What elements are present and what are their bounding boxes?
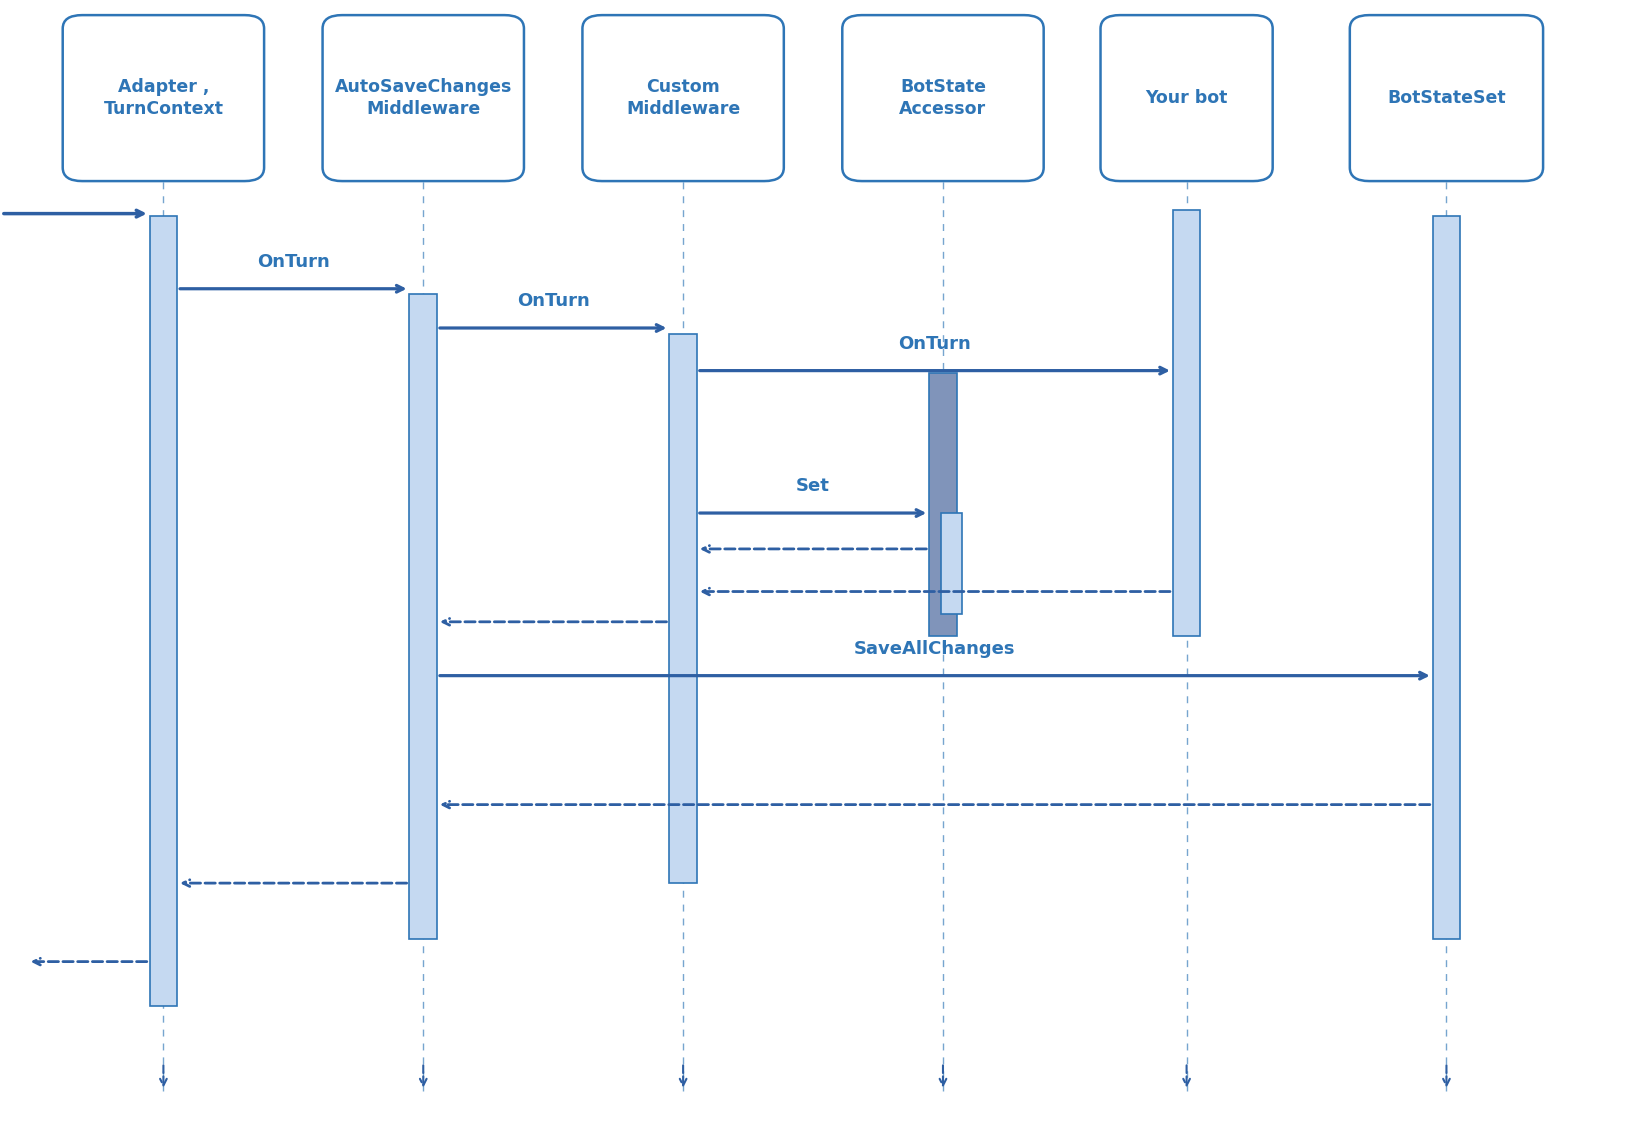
Bar xyxy=(409,294,437,939)
Text: Adapter ,
TurnContext: Adapter , TurnContext xyxy=(103,78,224,118)
Text: Set: Set xyxy=(797,477,829,495)
Bar xyxy=(1173,211,1201,637)
Bar xyxy=(929,373,957,637)
FancyBboxPatch shape xyxy=(1350,15,1543,181)
Text: BotState
Accessor: BotState Accessor xyxy=(900,78,987,118)
FancyBboxPatch shape xyxy=(322,15,524,181)
Bar xyxy=(669,334,697,884)
FancyBboxPatch shape xyxy=(62,15,263,181)
Bar xyxy=(149,216,177,1006)
Bar xyxy=(941,513,962,614)
Text: Custom
Middleware: Custom Middleware xyxy=(627,78,739,118)
Text: SaveAllChanges: SaveAllChanges xyxy=(854,640,1016,658)
Text: OnTurn: OnTurn xyxy=(257,252,330,270)
FancyBboxPatch shape xyxy=(582,15,784,181)
Text: BotStateSet: BotStateSet xyxy=(1387,89,1505,107)
FancyBboxPatch shape xyxy=(1101,15,1273,181)
Bar xyxy=(1433,216,1461,939)
Text: OnTurn: OnTurn xyxy=(898,335,972,353)
Text: AutoSaveChanges
Middleware: AutoSaveChanges Middleware xyxy=(335,78,512,118)
FancyBboxPatch shape xyxy=(843,15,1044,181)
Text: Your bot: Your bot xyxy=(1145,89,1227,107)
Text: OnTurn: OnTurn xyxy=(517,292,589,310)
